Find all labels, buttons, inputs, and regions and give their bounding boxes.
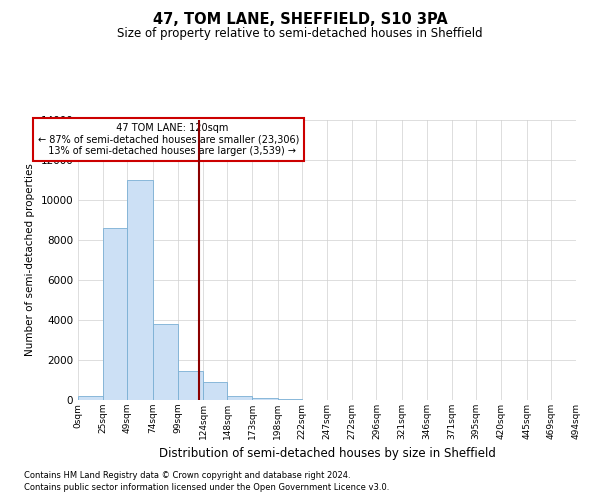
Y-axis label: Number of semi-detached properties: Number of semi-detached properties [25,164,35,356]
Bar [178,371,203,400]
Bar [278,399,302,400]
Text: Size of property relative to semi-detached houses in Sheffield: Size of property relative to semi-detach… [117,28,483,40]
Bar [227,396,253,400]
Bar [103,228,127,400]
Text: Contains public sector information licensed under the Open Government Licence v3: Contains public sector information licen… [24,484,389,492]
Text: Contains HM Land Registry data © Crown copyright and database right 2024.: Contains HM Land Registry data © Crown c… [24,471,350,480]
X-axis label: Distribution of semi-detached houses by size in Sheffield: Distribution of semi-detached houses by … [158,448,496,460]
Bar [203,382,227,400]
Bar [127,180,152,400]
Bar [78,396,103,400]
Bar [253,398,278,400]
Text: 47 TOM LANE: 120sqm
← 87% of semi-detached houses are smaller (23,306)
  13% of : 47 TOM LANE: 120sqm ← 87% of semi-detach… [38,123,299,156]
Text: 47, TOM LANE, SHEFFIELD, S10 3PA: 47, TOM LANE, SHEFFIELD, S10 3PA [152,12,448,28]
Bar [152,324,178,400]
